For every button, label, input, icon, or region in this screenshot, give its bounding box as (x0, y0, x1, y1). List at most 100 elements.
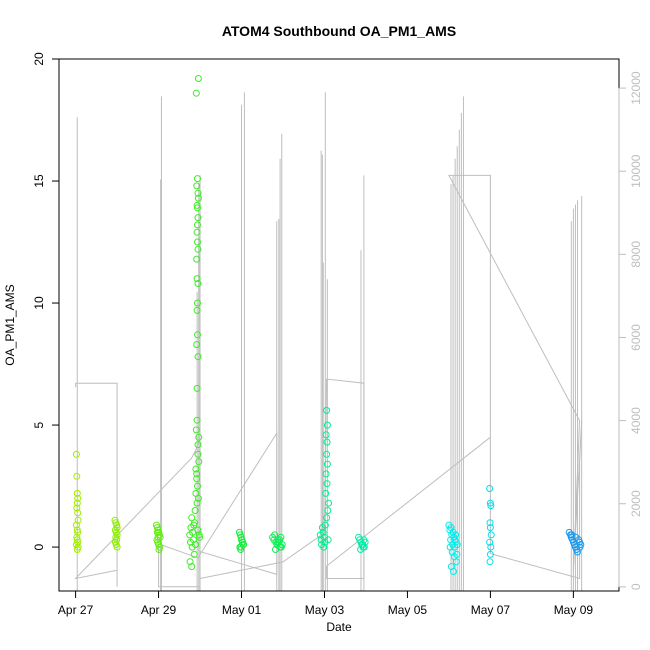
data-point-s6-3 (319, 528, 327, 536)
data-point-s9-4 (486, 524, 494, 532)
data-point-s0-6 (74, 509, 82, 517)
y2-tick-label-0: 0 (629, 583, 643, 590)
data-point-s5-13 (277, 543, 285, 551)
data-point-s8-19 (453, 550, 461, 558)
data-point-s3-38 (193, 255, 201, 263)
data-point-s3-23 (193, 306, 201, 314)
data-point-s2-11 (154, 533, 162, 541)
data-point-s3-48 (189, 536, 197, 544)
data-point-s3-18 (194, 494, 202, 502)
data-point-s3-25 (194, 299, 201, 307)
y2-tick-label-10000: 10000 (629, 154, 643, 188)
data-point-s9-2 (487, 502, 495, 510)
data-point-s9-6 (486, 538, 494, 546)
y2-tick-label-6000: 6000 (629, 324, 643, 351)
data-point-s6-16 (323, 421, 331, 429)
data-point-s0-1 (73, 472, 81, 480)
data-point-s3-42 (194, 526, 202, 534)
data-point-s3-7 (193, 470, 201, 478)
data-point-s6-10 (323, 480, 331, 488)
data-point-s6-13 (323, 450, 331, 458)
data-point-s3-29 (193, 228, 201, 236)
data-point-s0-2 (73, 489, 81, 497)
y-tick-label-20: 20 (32, 52, 46, 66)
y-tick-label-15: 15 (32, 174, 46, 188)
x-tick-label-0: Apr 27 (58, 603, 94, 617)
x-axis: Apr 27 Apr 29 May 01 May 03 May 05 May 07 May … (58, 590, 593, 617)
data-point-s3-24 (194, 280, 202, 287)
data-point-s3-37 (194, 221, 201, 229)
data-point-s3-51 (191, 519, 199, 527)
secondary-trace (74, 174, 583, 588)
data-point-s0-0 (72, 450, 80, 458)
data-point-s3-27 (194, 245, 202, 253)
data-point-s3-13 (194, 441, 202, 449)
data-point-s3-31 (194, 204, 201, 212)
chart-title: ATOM4 Southbound OA_PM1_AMS (222, 23, 456, 39)
data-point-s3-41 (193, 499, 201, 507)
data-point-s6-9 (322, 489, 330, 497)
y2-tick-label-4000: 4000 (629, 407, 643, 434)
data-point-s3-30 (194, 214, 202, 222)
data-point-s2-12 (153, 528, 161, 536)
data-point-s3-47 (186, 558, 194, 566)
data-point-s6-6 (323, 514, 331, 522)
data-point-s6-7 (324, 507, 332, 514)
data-point-s9-5 (487, 531, 495, 539)
data-point-s9-7 (487, 543, 495, 551)
data-point-s3-26 (193, 275, 201, 283)
y-axis-label: OA_PM1_AMS (3, 284, 17, 365)
data-point-s3-39 (194, 75, 202, 82)
data-point-s9-1 (486, 499, 494, 507)
data-point-s6-14 (323, 438, 331, 446)
data-point-s3-8 (194, 450, 202, 458)
data-point-s3-22 (194, 331, 201, 339)
data-point-s0-3 (74, 494, 82, 502)
data-point-s8-12 (452, 558, 460, 566)
y-tick-label-10: 10 (32, 296, 46, 310)
data-point-s1-2 (113, 521, 121, 529)
x-tick-label-2: Apr 29 (141, 603, 177, 617)
data-point-s3-32 (194, 194, 202, 202)
data-point-s3-28 (194, 238, 201, 246)
data-point-s3-15 (192, 465, 200, 473)
data-point-s3-36 (193, 201, 201, 209)
data-point-s0-5 (73, 504, 81, 512)
data-point-s0-15 (73, 546, 81, 553)
data-point-s8-15 (452, 531, 460, 539)
data-point-s3-35 (194, 189, 202, 197)
data-point-s3-12 (193, 416, 201, 424)
x-tick-label-4: May 01 (222, 603, 262, 617)
data-point-s3-49 (195, 531, 203, 539)
data-point-s0-12 (73, 536, 81, 544)
data-point-s8-18 (451, 543, 459, 551)
data-point-s0-10 (74, 528, 82, 536)
x-tick-label-6: May 03 (305, 603, 345, 617)
data-point-s6-8 (325, 499, 333, 507)
data-point-s6-15 (322, 431, 330, 439)
data-point-s5-10 (272, 546, 279, 553)
data-point-s6-12 (323, 460, 331, 468)
data-point-s3-21 (193, 341, 201, 348)
data-point-s9-3 (486, 519, 494, 527)
y2-tick-label-2000: 2000 (629, 490, 643, 517)
data-point-s3-17 (194, 482, 201, 490)
y-tick-label-0: 0 (32, 543, 46, 550)
data-point-s3-16 (193, 475, 201, 483)
data-point-s0-8 (72, 521, 80, 529)
data-points (72, 75, 585, 575)
y2-tick-label-12000: 12000 (629, 71, 643, 105)
data-point-s3-40 (192, 89, 200, 97)
data-point-s3-11 (192, 426, 200, 434)
data-point-s9-0 (486, 485, 494, 492)
data-point-s3-10 (196, 533, 204, 541)
data-point-s0-7 (74, 516, 82, 524)
data-point-s0-16 (74, 538, 82, 546)
data-point-s0-4 (73, 499, 81, 507)
data-point-s6-19 (320, 543, 328, 551)
data-point-s6-5 (321, 521, 329, 529)
data-point-s3-34 (194, 175, 201, 183)
x-axis-label: Date (326, 620, 352, 634)
x-tick-label-10: May 07 (471, 603, 511, 617)
data-point-s3-5 (191, 507, 199, 514)
